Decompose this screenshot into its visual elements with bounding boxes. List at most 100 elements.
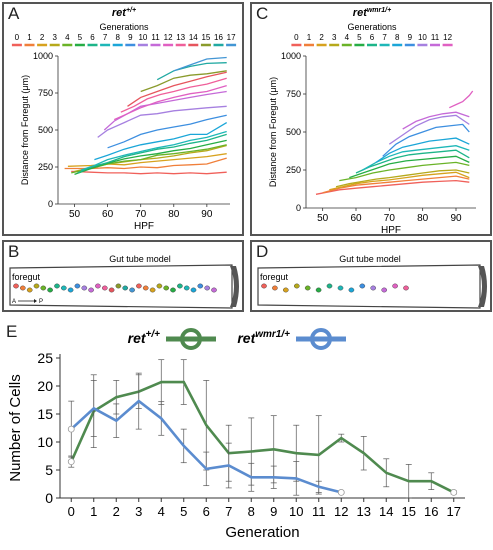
series-line-ret-wt <box>70 380 455 494</box>
cell-marker <box>403 285 409 291</box>
cell-marker <box>381 287 388 293</box>
panel-b-model-title: Gut tube model <box>109 254 171 264</box>
legend-label: 3 <box>52 33 57 42</box>
y-tick-label: 10 <box>37 434 53 450</box>
y-axis-label: Number of Cells <box>7 374 24 482</box>
legend-label: 16 <box>214 33 223 42</box>
series-endpoint <box>450 488 458 496</box>
series-line-gen-1 <box>64 157 227 170</box>
series-line-gen-8 <box>375 137 470 163</box>
cell-marker <box>183 285 190 291</box>
x-tick-label: 90 <box>450 213 462 224</box>
x-tick-label: 11 <box>312 504 326 519</box>
series-line-gen-0 <box>71 170 227 175</box>
cell-marker <box>142 285 149 291</box>
legend-label: 12 <box>443 33 452 42</box>
panel-c-letter: C <box>256 4 269 23</box>
cell-marker <box>326 283 333 289</box>
legend-label: 5 <box>78 33 83 42</box>
cell-marker <box>261 283 267 289</box>
series-line-gen-7 <box>362 145 470 171</box>
y-tick-label: 1000 <box>281 51 301 61</box>
series-endpoint <box>337 488 345 496</box>
legend-label: 13 <box>176 33 185 42</box>
cell-marker <box>13 283 19 289</box>
x-tick-label: 80 <box>168 209 180 220</box>
x-tick-label: 60 <box>350 213 362 224</box>
series-line-gen-9 <box>382 123 470 157</box>
y-tick-label: 250 <box>38 162 53 172</box>
cell-marker <box>359 283 366 289</box>
panel-c-title: retwmr1/+ <box>353 7 391 19</box>
panel-c-frame <box>250 2 492 236</box>
cell-marker <box>392 283 398 289</box>
panel-c-legend: 0 1 2 3 4 5 6 7 8 9 10 11 12 <box>291 33 453 47</box>
series-line-gen-10 <box>97 105 227 138</box>
series-line-gen-14 <box>127 71 227 107</box>
panel-b-axis-a: A <box>12 299 16 305</box>
legend-label: 3 <box>332 33 337 42</box>
series-line-gen-11 <box>103 90 227 131</box>
x-tick-label: 17 <box>447 504 461 519</box>
series-line-gen-10 <box>388 114 470 145</box>
cell-marker <box>40 285 47 291</box>
series-line-gen-12 <box>449 90 474 109</box>
cell-marker <box>177 283 183 289</box>
series-line-gen-8 <box>94 122 228 161</box>
series-line-gen-5 <box>349 155 470 179</box>
panel-d-letter: D <box>256 242 269 261</box>
cell-marker <box>163 285 169 291</box>
series-line-gen-5 <box>74 139 227 176</box>
series-line-gen-1 <box>322 175 470 194</box>
x-tick-label: 10 <box>289 504 303 519</box>
legend-label: 0 <box>294 33 299 42</box>
legend-label: 0 <box>15 33 20 42</box>
series-line-gen-13 <box>120 77 227 113</box>
y-tick-label: 20 <box>37 378 53 394</box>
legend-label: 17 <box>227 33 236 42</box>
x-axis-label: HPF <box>134 221 154 232</box>
panel-a-legend-title: Generations <box>99 22 149 32</box>
legend-label: 15 <box>201 33 210 42</box>
panel-b-arrowhead <box>34 299 37 303</box>
panel-b-hindgut-cap <box>230 266 239 307</box>
panel-e-legend: ret+/+ retwmr1/+ <box>128 328 346 350</box>
panel-c-chart: 0 250 500 750 1000 50 60 70 80 90 HPF Distance from… <box>268 51 476 236</box>
x-tick-label: 6 <box>203 504 210 519</box>
series-line-gen-9 <box>107 114 227 149</box>
series-line-gen-3 <box>335 169 470 188</box>
legend-swatch-marker <box>180 328 202 350</box>
x-tick-label: 4 <box>158 504 165 519</box>
x-tick-label: 1 <box>90 504 97 519</box>
series-line-gen-7 <box>80 130 227 171</box>
cell-marker <box>370 285 377 291</box>
y-tick-label: 1000 <box>33 51 53 61</box>
legend-label: 4 <box>65 33 70 42</box>
cell-marker <box>115 283 122 289</box>
panel-d-cells <box>261 283 409 293</box>
cell-marker <box>136 283 142 289</box>
x-axis-label: HPF <box>381 225 401 236</box>
legend-label: 9 <box>408 33 413 42</box>
panel-d-hindgut-cap <box>478 266 487 307</box>
cell-marker <box>204 285 210 291</box>
legend-label: 8 <box>115 33 120 42</box>
legend-label: 7 <box>382 33 387 42</box>
cell-marker <box>337 285 344 291</box>
cell-marker <box>26 287 33 293</box>
series-line-gen-16 <box>156 62 227 81</box>
cell-marker <box>129 287 135 293</box>
cell-marker <box>156 283 163 289</box>
cell-marker <box>272 285 278 291</box>
panel-a-letter: A <box>8 4 20 23</box>
series-line-gen-0 <box>315 179 470 195</box>
cell-marker <box>88 287 94 293</box>
series-endpoint <box>67 458 75 466</box>
legend-label: 11 <box>151 33 160 42</box>
x-tick-label: 8 <box>248 504 255 519</box>
legend-label: 10 <box>138 33 147 42</box>
legend-swatch-marker <box>310 328 332 350</box>
y-tick-label: 0 <box>48 199 53 209</box>
y-tick-label: 5 <box>45 462 53 478</box>
